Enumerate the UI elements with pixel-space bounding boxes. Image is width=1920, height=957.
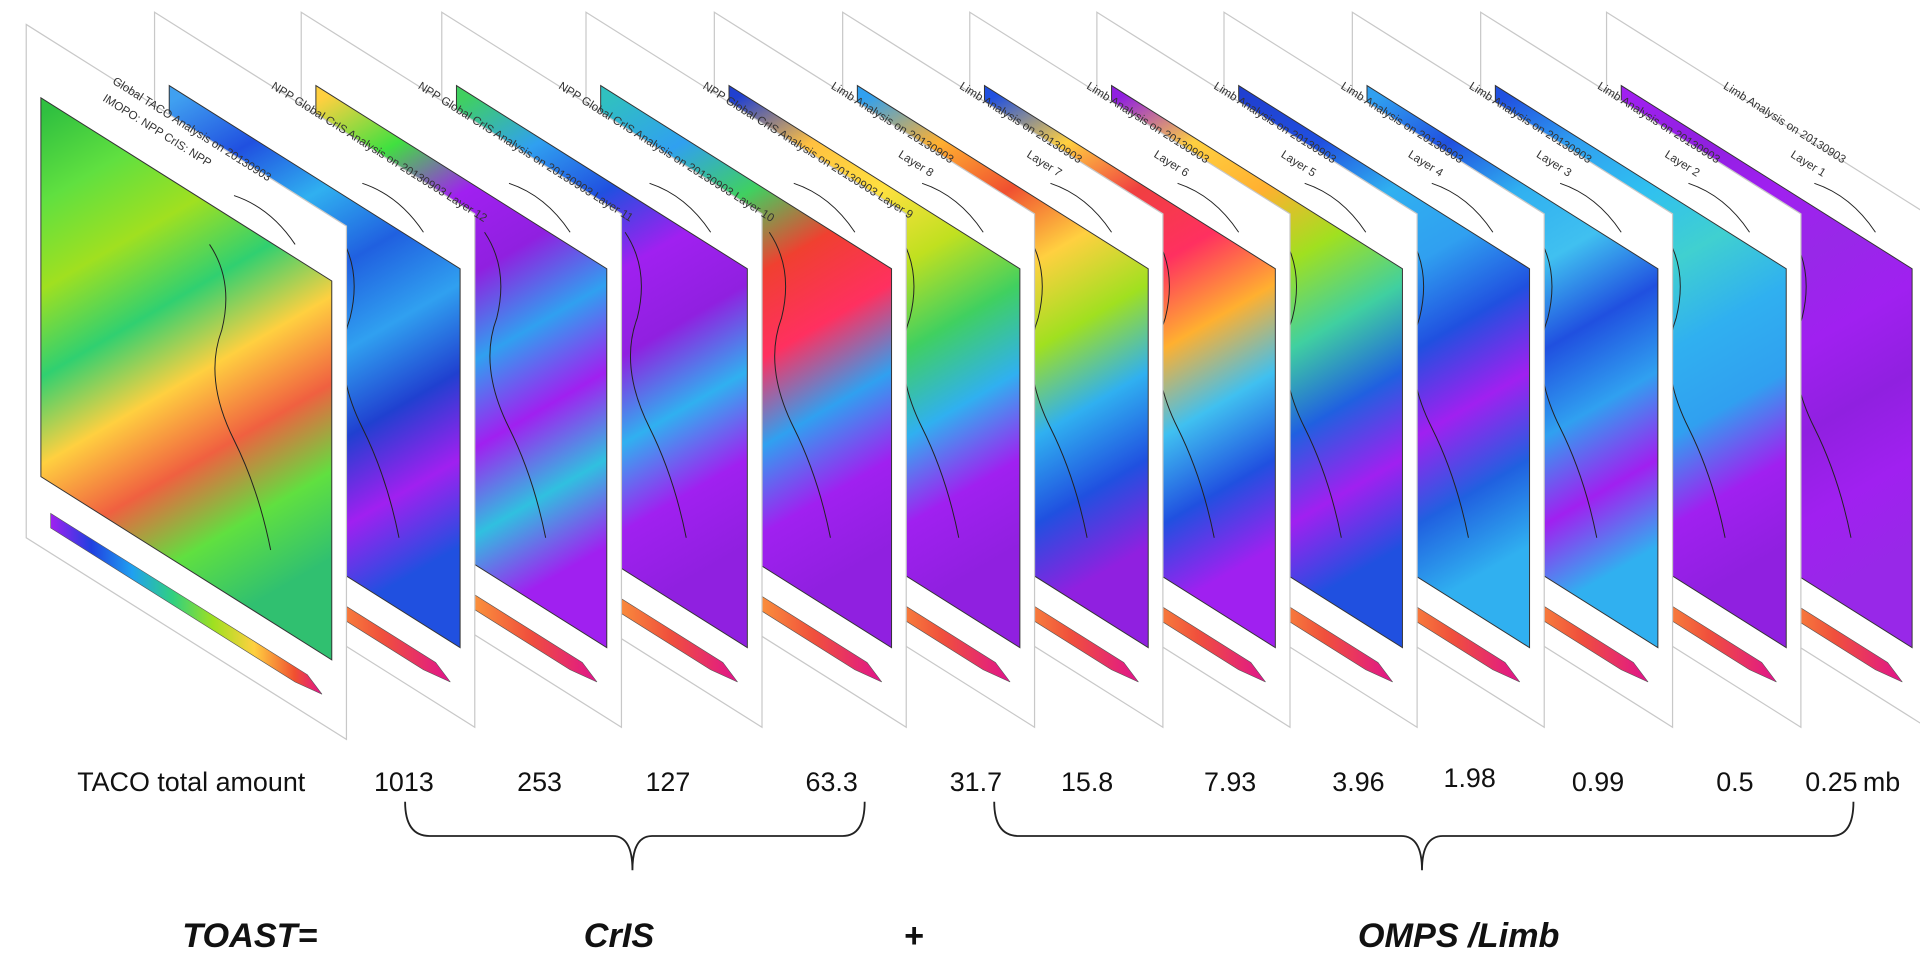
unit: mb — [1863, 767, 1900, 797]
pressure-level: 63.3 — [806, 767, 858, 797]
coastline — [624, 182, 712, 538]
pressure-level: 0.25 — [1805, 767, 1857, 797]
pressure-level: 0.99 — [1572, 767, 1624, 797]
pressure-level: 253 — [517, 767, 562, 797]
pressure-level: 31.7 — [950, 767, 1002, 797]
pressure-labels: TACO total amount mb 1013 253 127 63.3 31.7 1… — [77, 763, 1900, 797]
pressure-level: 127 — [645, 767, 690, 797]
colorbar — [50, 512, 323, 695]
pressure-level: 0.5 — [1716, 767, 1753, 797]
pressure-level: 1013 — [374, 767, 434, 797]
equation-cris: CrIS — [584, 917, 655, 955]
pressure-level: 1.98 — [1444, 763, 1496, 793]
equation-lhs: TOAST= — [182, 917, 317, 955]
coastline — [484, 182, 571, 538]
coastline — [768, 182, 856, 538]
coastline — [209, 195, 296, 551]
row-label: TACO total amount — [77, 767, 306, 797]
omps-brace — [993, 801, 1855, 871]
pressure-level: 3.96 — [1332, 767, 1384, 797]
map-field — [40, 96, 333, 661]
pressure-level: 7.93 — [1204, 767, 1256, 797]
equation-plus: + — [904, 917, 924, 955]
equation-omps: OMPS /Limb — [1358, 917, 1560, 955]
pressure-level: 15.8 — [1061, 767, 1113, 797]
cris-brace — [404, 801, 866, 871]
